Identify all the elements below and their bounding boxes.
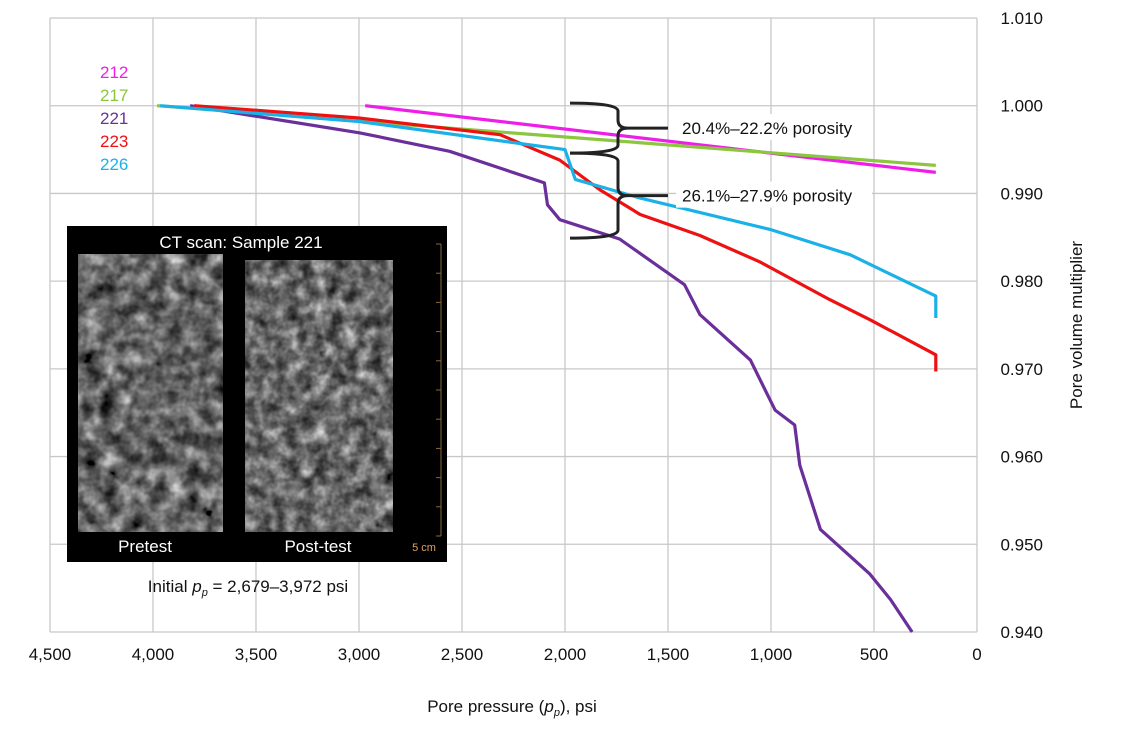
legend-entry-226: 226 bbox=[100, 155, 128, 174]
pretest-scan-image bbox=[78, 254, 223, 532]
y-tick-label: 0.940 bbox=[1000, 623, 1043, 642]
y-tick-label: 1.000 bbox=[1000, 97, 1043, 116]
annotations: 20.4%–22.2% porosity 26.1%–27.9% porosity bbox=[569, 101, 872, 240]
x-tick-label: 500 bbox=[860, 645, 888, 664]
posttest-label: Post-test bbox=[284, 537, 351, 556]
legend-entry-223: 223 bbox=[100, 132, 128, 151]
legend-entry-217: 217 bbox=[100, 86, 128, 105]
annotation-background bbox=[676, 181, 872, 208]
inset-title: CT scan: Sample 221 bbox=[159, 233, 322, 252]
y-tick-label: 1.010 bbox=[1000, 9, 1043, 28]
annotation-label-1: 20.4%–22.2% porosity bbox=[682, 119, 853, 138]
y-axis-label: Pore volume multiplier bbox=[1067, 241, 1086, 410]
ct-scan-inset: CT scan: Sample 221 Pretest Post-test 5 … bbox=[67, 226, 447, 562]
x-tick-label: 4,500 bbox=[29, 645, 72, 664]
legend-entry-221: 221 bbox=[100, 109, 128, 128]
scale-label: 5 cm bbox=[412, 542, 436, 554]
scale-bar bbox=[436, 243, 442, 537]
x-tick-label: 1,000 bbox=[750, 645, 793, 664]
y-axis-ticks: 1.010 1.000 0.990 0.980 0.970 0.960 0.950 0.940 bbox=[1000, 9, 1043, 642]
y-tick-label: 0.990 bbox=[1000, 184, 1043, 203]
series-line-226 bbox=[160, 104, 938, 318]
legend: 212 217 221 223 226 bbox=[100, 63, 128, 174]
x-tick-label: 4,000 bbox=[132, 645, 175, 664]
brace-1 bbox=[569, 101, 668, 155]
x-tick-label: 3,500 bbox=[235, 645, 278, 664]
x-tick-label: 2,000 bbox=[544, 645, 587, 664]
inset-caption: Initial pp = 2,679–3,972 psi bbox=[148, 577, 348, 599]
x-tick-label: 3,000 bbox=[338, 645, 381, 664]
posttest-scan-image bbox=[245, 260, 393, 532]
x-tick-label: 1,500 bbox=[647, 645, 690, 664]
y-tick-label: 0.960 bbox=[1000, 448, 1043, 467]
y-tick-label: 0.950 bbox=[1000, 535, 1043, 554]
y-tick-label: 0.980 bbox=[1000, 272, 1043, 291]
x-tick-label: 2,500 bbox=[441, 645, 484, 664]
series-line-221 bbox=[189, 104, 914, 633]
x-axis-label: Pore pressure (pp), psi bbox=[427, 697, 597, 719]
brace-2 bbox=[569, 151, 668, 240]
series-line-223 bbox=[194, 104, 938, 372]
series-line-212 bbox=[365, 104, 936, 174]
x-tick-label: 0 bbox=[972, 645, 981, 664]
pretest-label: Pretest bbox=[118, 537, 172, 556]
series-lines bbox=[156, 104, 938, 633]
legend-entry-212: 212 bbox=[100, 63, 128, 82]
y-tick-label: 0.970 bbox=[1000, 360, 1043, 379]
x-axis-ticks: 4,500 4,000 3,500 3,000 2,500 2,000 1,500 1,000… bbox=[29, 645, 982, 664]
annotation-background bbox=[676, 114, 872, 141]
annotation-label-2: 26.1%–27.9% porosity bbox=[682, 187, 853, 206]
